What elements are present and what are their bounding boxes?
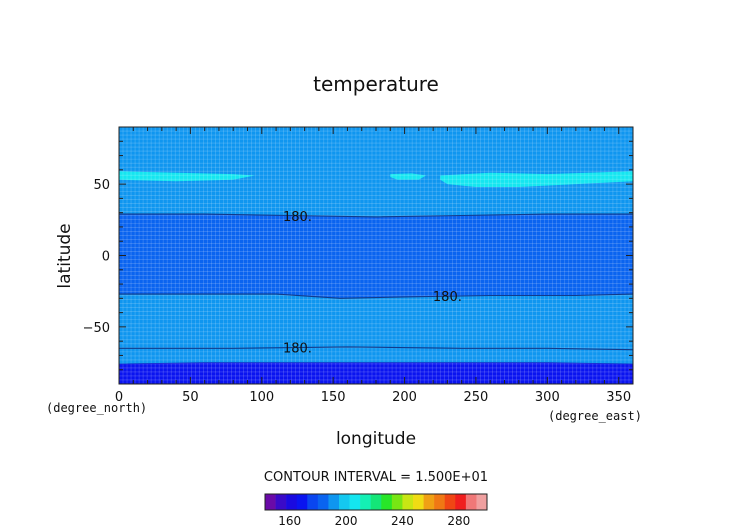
x-tick-label: 100 xyxy=(249,390,274,405)
colorbar-swatch xyxy=(360,494,372,510)
x-tick-label: 150 xyxy=(321,390,346,405)
colorbar-swatch xyxy=(328,494,340,510)
band-north-pocket xyxy=(390,173,426,180)
colorbar-swatch xyxy=(349,494,361,510)
chart-title: temperature xyxy=(313,72,439,96)
x-tick-label: 0 xyxy=(115,390,123,405)
axes: 0 50 100 150 200 250 300 350 50 0 −50 xyxy=(83,126,634,405)
contour-line xyxy=(119,213,633,218)
contour-line xyxy=(119,293,633,299)
band-north-pocket xyxy=(440,171,633,187)
colorbar-tick-label: 200 xyxy=(335,514,358,528)
contour-fill: 180. 180. 180. xyxy=(119,127,633,384)
x-tick-label: 50 xyxy=(182,390,199,405)
colorbar-tick-label: 160 xyxy=(278,514,301,528)
colorbar-swatch xyxy=(434,494,446,510)
colorbar-tick-label: 280 xyxy=(447,514,470,528)
colorbar-swatch xyxy=(476,494,488,510)
colorbar-swatch xyxy=(402,494,414,510)
colorbar-swatch xyxy=(455,494,467,510)
colorbar-swatch xyxy=(423,494,435,510)
plot-area: 180. 180. 180. xyxy=(119,127,633,384)
colorbar-swatch xyxy=(265,494,276,510)
colorbar-swatch xyxy=(444,494,456,510)
colorbar-swatch xyxy=(465,494,477,510)
contour-line xyxy=(119,346,633,351)
colorbar-swatch xyxy=(370,494,382,510)
y-axis-label: latitude xyxy=(55,223,75,288)
colorbar-swatch xyxy=(339,494,350,510)
contour-label: 180. xyxy=(283,210,312,225)
colorbar-swatch xyxy=(317,494,329,510)
colorbar-tick-label: 240 xyxy=(391,514,414,528)
x-axis-label: longitude xyxy=(336,429,416,449)
x-tick-label: 250 xyxy=(464,390,489,405)
contour-label: 180. xyxy=(283,341,312,356)
y-tick-label: −50 xyxy=(83,321,110,336)
colorbar-swatch xyxy=(286,494,298,510)
colorbar-swatch xyxy=(391,494,403,510)
x-tick-label: 200 xyxy=(392,390,417,405)
x-tick-label: 350 xyxy=(606,390,631,405)
colorbar-swatch xyxy=(381,494,393,510)
colorbar-swatch xyxy=(307,494,319,510)
band-cold-south xyxy=(119,362,633,384)
colorbar-swatch xyxy=(275,494,287,510)
colorbar: 160 200 240 280 xyxy=(264,493,488,528)
x-unit-label: (degree_east) xyxy=(548,409,642,423)
contour-line xyxy=(119,362,633,365)
band-north-pocket xyxy=(119,171,255,182)
y-tick-label: 0 xyxy=(102,250,110,265)
x-tick-label: 300 xyxy=(535,390,560,405)
contour-interval-text: CONTOUR INTERVAL = 1.500E+01 xyxy=(264,470,488,485)
colorbar-swatch xyxy=(296,494,308,510)
band-tropics xyxy=(119,214,633,299)
y-unit-label: (degree_north) xyxy=(46,401,147,415)
colorbar-frame xyxy=(264,493,488,511)
y-tick-label: 50 xyxy=(93,178,110,193)
contour-label: 180. xyxy=(433,290,462,305)
colorbar-swatch xyxy=(413,494,424,510)
